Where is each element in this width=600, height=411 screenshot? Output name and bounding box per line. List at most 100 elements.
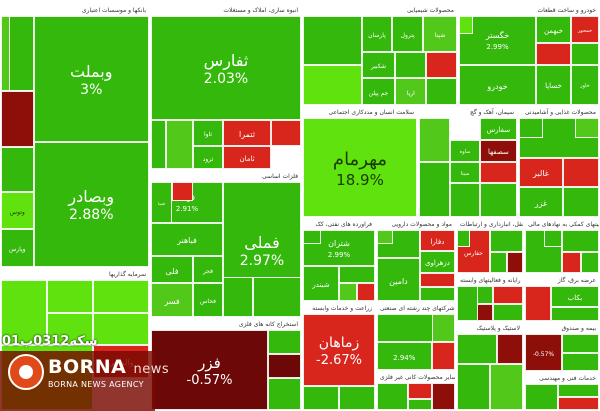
sector[interactable]: فلزات اساسیفملی2.97%فولاد2.91%فباهنرفلیف…: [150, 170, 302, 318]
sector[interactable]: انبوه سازی، املاک و مستغلات ثفارس 2.03% ثتم…: [150, 4, 302, 170]
stock-cell[interactable]: [271, 120, 301, 147]
stock-cell[interactable]: [431, 314, 455, 342]
stock-cell[interactable]: [46, 312, 93, 345]
sector[interactable]: حمل ونقل، انبارداری و ارتباطات حفارس: [456, 218, 524, 274]
stock-cell[interactable]: دامین: [377, 258, 420, 301]
stock-cell[interactable]: [166, 120, 193, 169]
sector[interactable]: فراورده های نفتی، کک شتران 2.99% شبندر: [302, 218, 376, 302]
stock-cell[interactable]: ثاوا: [193, 120, 223, 147]
stock-cell[interactable]: -0.57%: [525, 334, 562, 371]
sector[interactable]: سلامت انسان و مددکاری اجتماعی مهرمام 18.9%: [302, 106, 418, 218]
stock-cell[interactable]: حفارس: [457, 230, 490, 273]
stock-cell[interactable]: فباهنر: [151, 222, 223, 257]
stock-cell[interactable]: [450, 183, 480, 217]
stock-cell[interactable]: [457, 230, 471, 248]
stock-cell[interactable]: شبندر: [303, 265, 339, 301]
stock-cell[interactable]: [419, 118, 451, 162]
stock-cell[interactable]: [490, 251, 507, 273]
stock-cell[interactable]: دزهراوی: [419, 251, 455, 273]
stock-cell[interactable]: [419, 161, 451, 217]
stock-cell[interactable]: دفارا: [419, 230, 455, 252]
stock-cell[interactable]: [357, 283, 375, 301]
stock-cell[interactable]: [558, 384, 599, 397]
stock-cell[interactable]: سصفها: [479, 139, 517, 162]
stock-cell[interactable]: [457, 364, 490, 410]
stock-cell[interactable]: فزر -0.57%: [151, 330, 268, 410]
sector[interactable]: سیمان، آهک و گچ سفارس سصفها ساوه سیتا: [418, 106, 518, 218]
stock-cell[interactable]: [1, 91, 34, 147]
stock-cell[interactable]: 2.94%: [377, 342, 432, 370]
stock-cell[interactable]: زماهان -2.67%: [303, 314, 375, 386]
stock-cell[interactable]: [339, 265, 375, 284]
stock-cell[interactable]: [431, 342, 455, 370]
stock-cell[interactable]: وبملت 3%: [33, 16, 149, 142]
stock-cell[interactable]: فجر: [193, 256, 223, 284]
stock-cell[interactable]: [1, 16, 10, 92]
stock-cell[interactable]: [575, 118, 599, 138]
stock-cell[interactable]: [151, 120, 166, 169]
stock-cell[interactable]: خساپا: [536, 64, 571, 105]
stock-cell[interactable]: [303, 230, 321, 245]
sector[interactable]: محصولات غذایی و آشامیدنی غالبر غزر: [518, 106, 600, 218]
sector[interactable]: لاستیک و پلاستیک: [456, 322, 524, 411]
stock-cell[interactable]: وپارس: [1, 229, 34, 267]
stock-cell[interactable]: [253, 276, 301, 317]
stock-cell[interactable]: [562, 230, 599, 252]
stock-cell[interactable]: [476, 303, 494, 321]
stock-cell[interactable]: مهرمام 18.9%: [303, 118, 417, 217]
stock-cell[interactable]: جم پیلن: [361, 78, 396, 105]
stock-cell[interactable]: [172, 182, 193, 201]
stock-cell[interactable]: [562, 352, 599, 371]
stock-cell[interactable]: شکبیر: [361, 51, 396, 79]
stock-cell[interactable]: [431, 383, 455, 410]
stock-cell[interactable]: [268, 378, 301, 410]
stock-cell[interactable]: [426, 78, 457, 105]
stock-cell[interactable]: [525, 286, 551, 321]
stock-cell[interactable]: سفارس: [479, 118, 517, 140]
sector[interactable]: محصولات شیمیایی پارسان پترول شپنا شکبیر جم پی…: [302, 4, 458, 106]
stock-cell[interactable]: [408, 399, 432, 410]
stock-cell[interactable]: [223, 276, 253, 317]
stock-cell[interactable]: ثامان: [223, 146, 271, 169]
stock-cell[interactable]: خاور: [571, 64, 599, 105]
stock-cell[interactable]: آریا: [395, 78, 427, 105]
sector[interactable]: فعالیتهای کمکی به نهادهای مالی: [524, 218, 600, 274]
stock-cell[interactable]: [457, 334, 497, 365]
stock-cell[interactable]: [395, 51, 427, 79]
stock-cell[interactable]: غزر: [519, 187, 563, 217]
sector[interactable]: عرضه برق، گاز بکاب: [524, 274, 600, 322]
stock-cell[interactable]: فسر: [151, 283, 193, 317]
stock-cell[interactable]: [536, 42, 571, 65]
stock-cell[interactable]: [1, 146, 34, 192]
stock-cell[interactable]: [419, 286, 455, 301]
stock-cell[interactable]: [92, 280, 149, 313]
stock-cell[interactable]: [543, 230, 562, 248]
stock-cell[interactable]: پارسان: [361, 16, 393, 52]
stock-cell[interactable]: [339, 386, 375, 410]
stock-cell[interactable]: خودرو: [459, 64, 536, 105]
stock-cell[interactable]: [479, 183, 517, 217]
stock-cell[interactable]: [519, 118, 543, 138]
stock-cell[interactable]: [563, 157, 599, 188]
stock-cell[interactable]: [493, 303, 523, 321]
stock-cell[interactable]: ثتمرا: [223, 120, 271, 147]
sector[interactable]: استخراج کانه های فلزی فزر -0.57%: [150, 318, 302, 411]
stock-cell[interactable]: [377, 383, 409, 410]
stock-cell[interactable]: فخاس: [193, 283, 223, 317]
stock-cell[interactable]: [476, 286, 494, 304]
stock-cell[interactable]: [550, 307, 599, 321]
stock-cell[interactable]: [525, 230, 562, 273]
stock-cell[interactable]: [339, 283, 357, 301]
sector[interactable]: خودرو و ساخت قطعات خگستر 2.99% خودرو خساپا خا…: [458, 4, 600, 106]
stock-cell[interactable]: [268, 330, 301, 354]
stock-cell[interactable]: [268, 354, 301, 378]
stock-cell[interactable]: [525, 384, 559, 410]
sector[interactable]: بانکها و موسسات اعتباری وبملت 3% وبصادر 2.88…: [0, 4, 150, 268]
stock-cell[interactable]: [426, 51, 457, 79]
stock-cell[interactable]: [303, 64, 362, 105]
stock-cell[interactable]: ساوه: [450, 139, 480, 162]
sector[interactable]: رایانه و فعالیتهای وابسته: [456, 274, 524, 322]
stock-cell[interactable]: [496, 334, 523, 365]
stock-cell[interactable]: [92, 312, 149, 345]
stock-cell[interactable]: پترول: [392, 16, 424, 52]
